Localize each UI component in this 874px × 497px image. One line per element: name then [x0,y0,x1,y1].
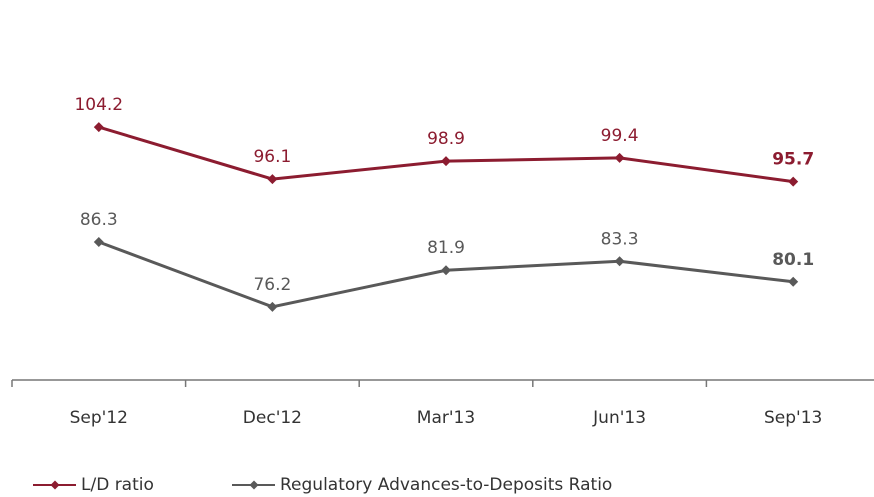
point-marker [93,122,104,133]
legend-marker [249,480,259,490]
x-tick-label: Dec'12 [243,408,302,428]
data-label: 95.7 [772,150,814,170]
x-tick-label: Mar'13 [417,408,475,428]
x-tick-label: Jun'13 [592,408,646,428]
data-label: 104.2 [74,95,123,115]
data-label: 98.9 [427,129,465,149]
legend-label: Regulatory Advances-to-Deposits Ratio [280,475,612,495]
point-marker [788,176,799,187]
data-label: 86.3 [80,210,118,230]
x-tick-label: Sep'12 [70,408,128,428]
legend-label: L/D ratio [81,475,154,495]
point-marker [267,174,278,185]
data-label: 83.3 [601,229,639,249]
data-label: 96.1 [253,147,291,167]
point-marker [441,265,451,276]
data-label: 99.4 [601,126,639,146]
data-label: 76.2 [253,275,291,295]
point-marker [788,276,799,287]
point-marker [267,301,278,312]
point-marker [93,236,104,247]
data-label: 80.1 [772,250,814,270]
x-tick-label: Sep'13 [764,408,822,428]
point-marker [614,152,625,163]
point-marker [614,256,625,267]
data-label: 81.9 [427,238,465,258]
legend-marker [50,480,60,490]
point-marker [441,156,451,167]
